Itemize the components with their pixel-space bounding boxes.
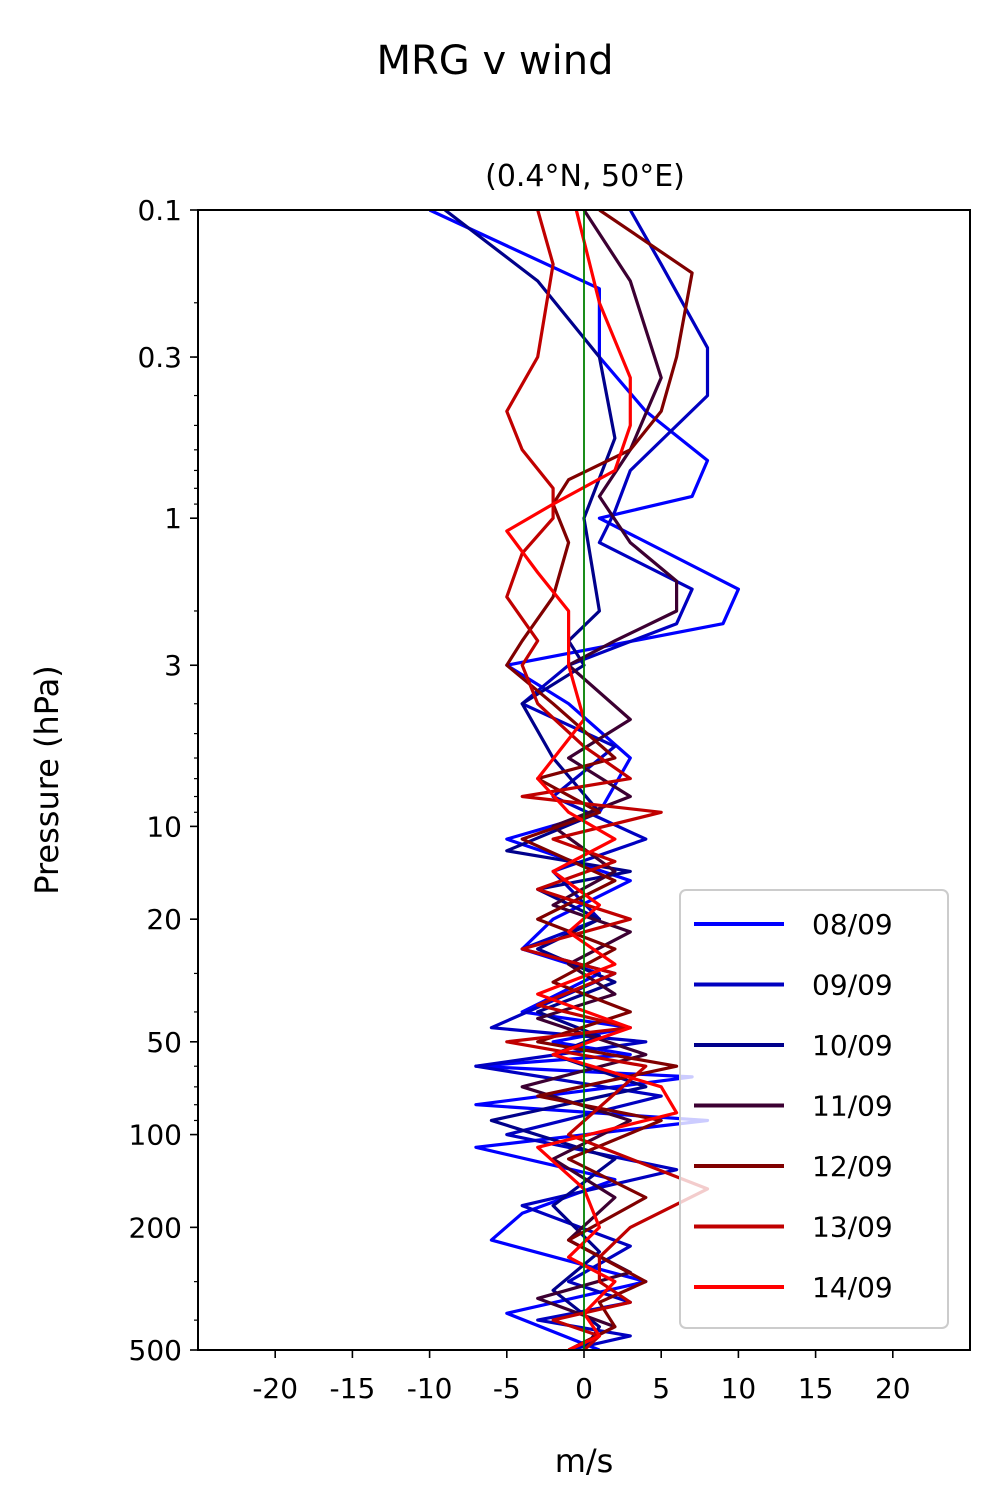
series-line-14/09 bbox=[505, 210, 679, 1350]
legend-label: 11/09 bbox=[812, 1090, 893, 1123]
x-tick-label: -10 bbox=[407, 1372, 453, 1405]
x-tick-label: -5 bbox=[493, 1372, 521, 1405]
legend-label: 12/09 bbox=[812, 1150, 893, 1183]
y-tick-label: 200 bbox=[129, 1211, 182, 1244]
legend: 08/09 09/09 10/09 11/09 12/09 13/09 14/09 bbox=[679, 889, 949, 1329]
y-tick-label: 50 bbox=[146, 1026, 182, 1059]
y-tick-label: 3 bbox=[164, 649, 182, 682]
x-axis-ticks: -20 -15 -10 -5 0 5 10 15 20 bbox=[252, 1350, 911, 1405]
y-tick-label: 500 bbox=[129, 1334, 182, 1367]
x-tick-label: 0 bbox=[575, 1372, 593, 1405]
y-tick-label: 0.3 bbox=[137, 341, 182, 374]
y-tick-label: 20 bbox=[146, 903, 182, 936]
legend-label: 10/09 bbox=[812, 1029, 893, 1062]
y-axis-label: Pressure (hPa) bbox=[28, 665, 66, 895]
x-tick-label: 15 bbox=[798, 1372, 834, 1405]
figure-title: MRG v wind bbox=[377, 38, 614, 84]
series-line-11/09 bbox=[520, 210, 679, 1350]
y-tick-label: 0.1 bbox=[137, 194, 182, 227]
y-axis-ticks: 0.1 0.3 1 3 10 20 50 100 200 500 bbox=[129, 194, 198, 1367]
x-tick-label: -15 bbox=[330, 1372, 376, 1405]
plot-title: (0.4°N, 50°E) bbox=[485, 159, 685, 194]
y-tick-label: 1 bbox=[164, 502, 182, 535]
x-tick-label: 20 bbox=[875, 1372, 911, 1405]
legend-label: 14/09 bbox=[812, 1271, 893, 1304]
legend-label: 09/09 bbox=[812, 969, 893, 1002]
x-axis-label: m/s bbox=[555, 1442, 614, 1480]
series-line-13/09 bbox=[505, 210, 710, 1350]
x-tick-label: 5 bbox=[652, 1372, 670, 1405]
series-line-12/09 bbox=[505, 210, 694, 1350]
y-tick-label: 10 bbox=[146, 810, 182, 843]
x-tick-label: 10 bbox=[721, 1372, 757, 1405]
legend-label: 13/09 bbox=[812, 1211, 893, 1244]
series-line-09/09 bbox=[474, 210, 710, 1350]
legend-label: 08/09 bbox=[812, 908, 893, 941]
y-tick-label: 100 bbox=[129, 1119, 182, 1152]
plot-area bbox=[428, 210, 741, 1350]
x-tick-label: -20 bbox=[252, 1372, 298, 1405]
legend-box bbox=[679, 889, 949, 1329]
